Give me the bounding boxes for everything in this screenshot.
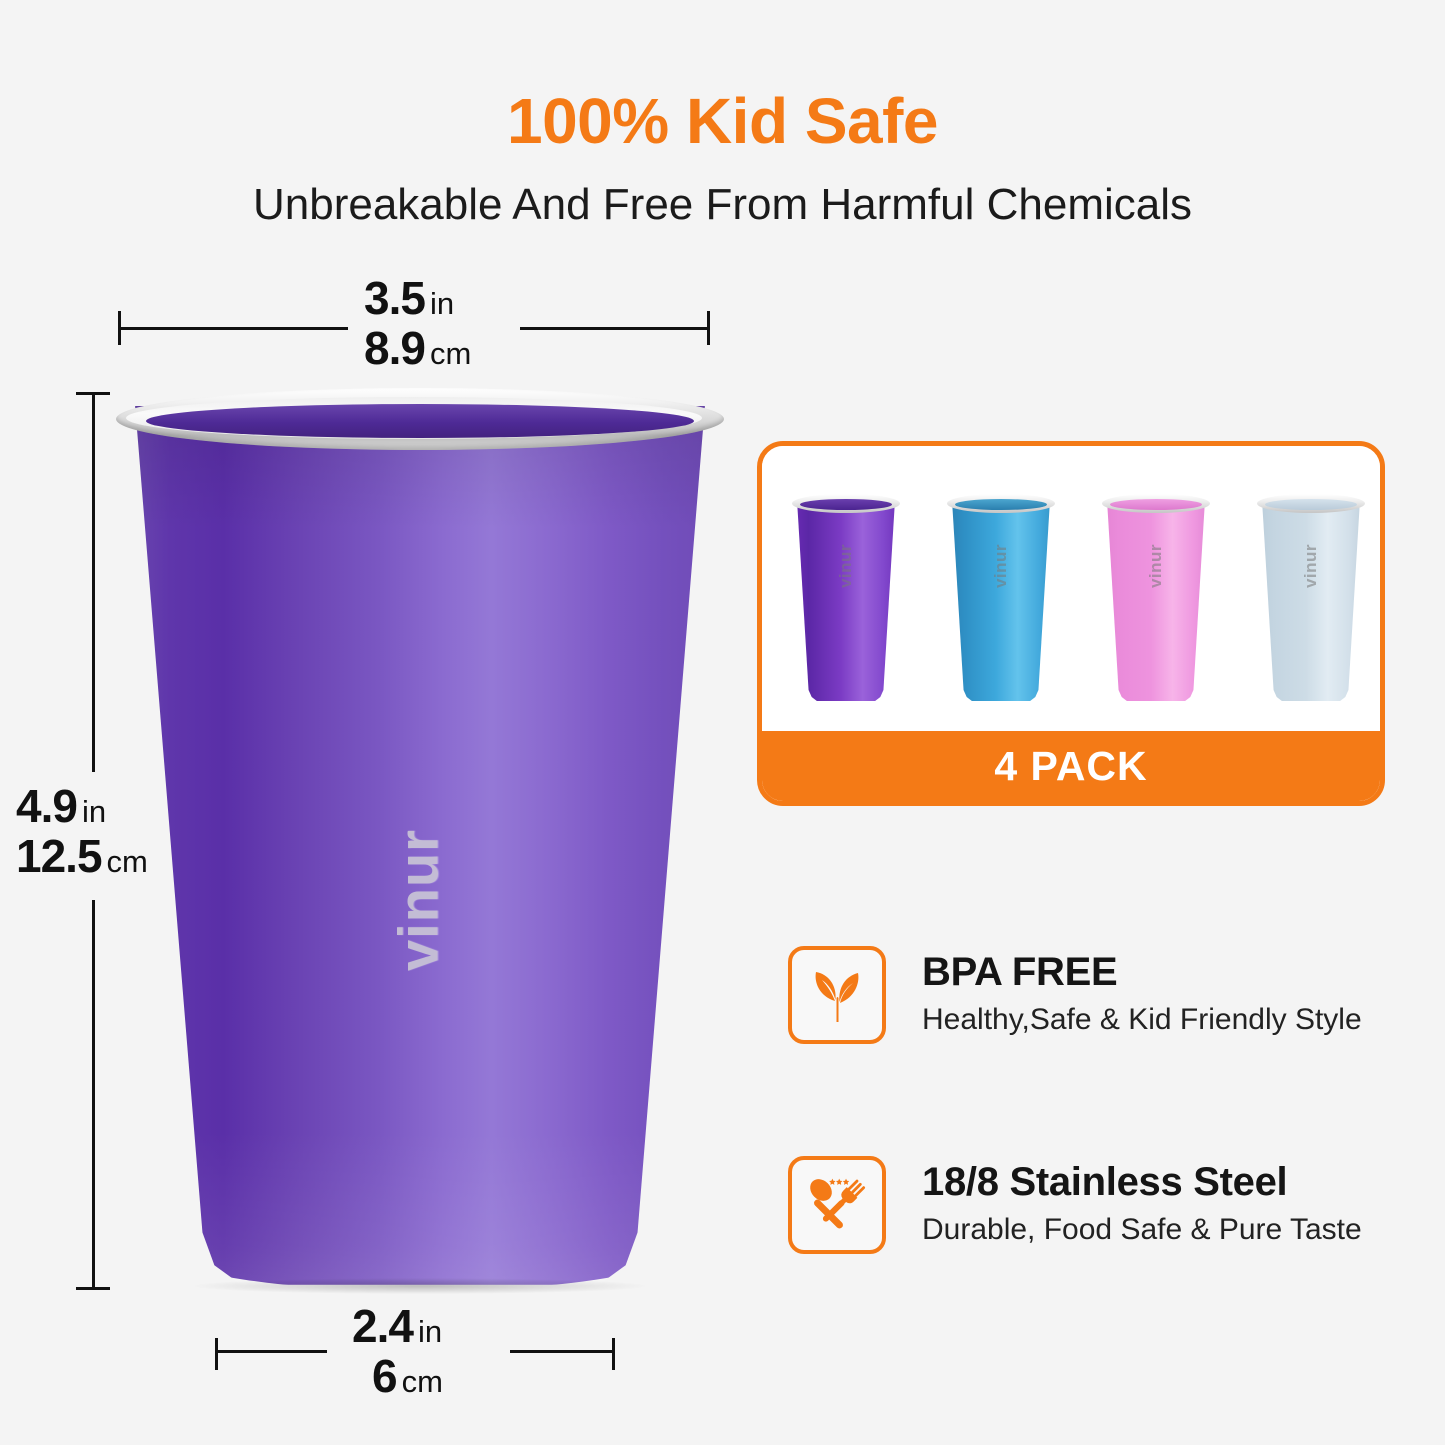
top-dimension-cap-right	[707, 311, 710, 345]
feature-subtitle: Durable, Food Safe & Pure Taste	[922, 1213, 1362, 1246]
main-product-cup: vinur	[116, 388, 724, 1294]
left-dimension-label: 4.9 in 12.5 cm	[16, 780, 148, 882]
cup-body	[135, 406, 705, 1285]
pack-footer-bar: 4 PACK	[762, 731, 1380, 801]
bottom-dimension-line-right	[510, 1350, 615, 1353]
mini-cup-mouth	[1265, 499, 1357, 510]
mini-cup-mouth	[800, 499, 892, 510]
mini-cup-logo: vinur	[836, 543, 855, 589]
left-dimension-line-lower	[92, 900, 95, 1290]
pack-cups-stage: vinur vinur vinur vinur	[762, 446, 1380, 741]
mini-cup-mouth	[1110, 499, 1202, 510]
mini-cup-purple: vinur	[792, 494, 900, 702]
mini-cup-light-blue: vinur	[1257, 494, 1365, 702]
left-dimension-cap-bottom	[76, 1287, 110, 1290]
bottom-dimension-inches-unit: in	[417, 1314, 443, 1349]
mini-cup-body	[952, 502, 1050, 701]
bottom-dimension-line-left	[215, 1350, 327, 1353]
bottom-dimension-inches-value: 2.4	[352, 1300, 414, 1352]
bottom-dimension-cap-left	[215, 1338, 218, 1370]
cup-ground-shadow	[194, 1278, 646, 1294]
cup-mouth-opening	[146, 404, 694, 438]
pack-footer-label: 4 PACK	[994, 742, 1148, 789]
left-dimension-line-upper	[92, 392, 95, 772]
bottom-dimension-cm-value: 6	[372, 1349, 398, 1402]
mini-cup-body	[1107, 502, 1205, 701]
left-dimension-cm-value: 12.5	[16, 829, 103, 882]
mini-cup-logo: vinur	[1301, 543, 1320, 589]
feature-text-block: 18/8 Stainless Steel Durable, Food Safe …	[922, 1156, 1362, 1247]
bottom-dimension-cm-unit: cm	[401, 1363, 443, 1399]
top-dimension-inches-unit: in	[429, 286, 455, 321]
feature-title: BPA FREE	[922, 950, 1118, 994]
feature-title: 18/8 Stainless Steel	[922, 1160, 1288, 1204]
top-dimension-label: 3.5 in 8.9 cm	[364, 272, 472, 374]
left-dimension-inches-unit: in	[81, 794, 107, 829]
feature-bpa-free: BPA FREE Healthy,Safe & Kid Friendly Sty…	[788, 946, 1362, 1044]
left-dimension-cap-top	[76, 392, 110, 395]
left-dimension-cm-unit: cm	[106, 843, 148, 879]
mini-cup-pink: vinur	[1102, 494, 1210, 702]
mini-cup-mouth	[955, 499, 1047, 510]
mini-cup-blue: vinur	[947, 494, 1055, 702]
top-dimension-inches-value: 3.5	[364, 272, 426, 324]
cutlery-icon	[788, 1156, 886, 1254]
left-dimension-inches-value: 4.9	[16, 780, 78, 832]
top-dimension-cm-value: 8.9	[364, 321, 426, 374]
mini-cup-logo: vinur	[1146, 543, 1165, 589]
cup-brand-logo: vinur	[386, 829, 450, 971]
bottom-dimension-cap-right	[612, 1338, 615, 1370]
mini-cup-body	[797, 502, 895, 701]
leaf-icon	[788, 946, 886, 1044]
top-dimension-cap-left	[118, 311, 121, 345]
feature-subtitle: Healthy,Safe & Kid Friendly Style	[922, 1003, 1362, 1036]
four-pack-panel: vinur vinur vinur vinur 4	[757, 441, 1385, 806]
page-title: 100% Kid Safe	[506, 85, 939, 157]
page-subtitle: Unbreakable And Free From Harmful Chemic…	[252, 180, 1193, 229]
top-dimension-line-left	[118, 327, 348, 330]
mini-cup-body	[1262, 502, 1360, 701]
top-dimension-cm-unit: cm	[429, 335, 472, 371]
bottom-dimension-label: 2.4 in 6 cm	[352, 1300, 443, 1402]
mini-cup-logo: vinur	[991, 543, 1010, 589]
feature-stainless-steel: 18/8 Stainless Steel Durable, Food Safe …	[788, 1156, 1362, 1254]
top-dimension-line-right	[520, 327, 710, 330]
feature-text-block: BPA FREE Healthy,Safe & Kid Friendly Sty…	[922, 946, 1362, 1037]
